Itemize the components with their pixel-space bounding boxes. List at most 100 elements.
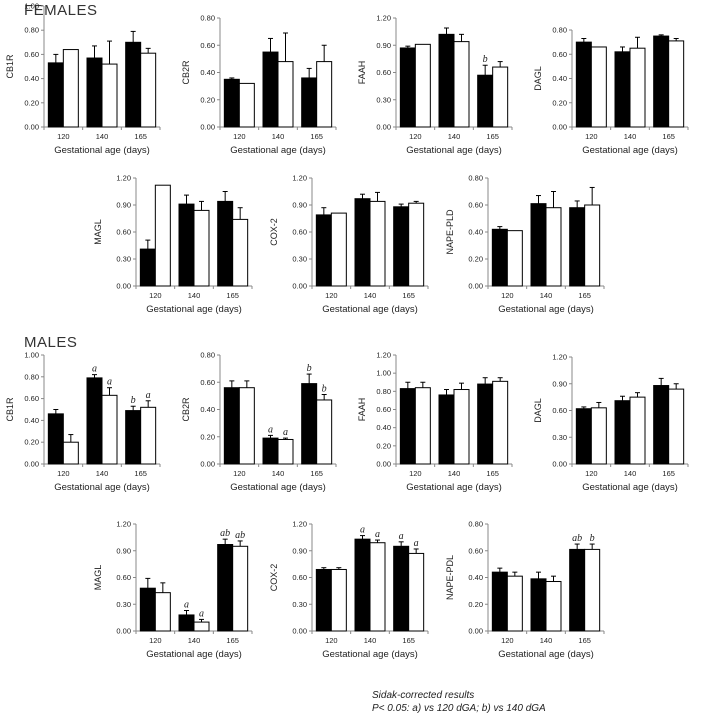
y-axis-label: MAGL	[93, 565, 103, 591]
bar-series-2	[140, 406, 157, 465]
y-tick-label: 0.20	[552, 98, 567, 107]
y-tick-label: 0.30	[376, 95, 391, 104]
significance-label: a	[268, 424, 273, 435]
bar-series-2	[101, 394, 118, 465]
x-tick-label: 120	[585, 469, 598, 478]
bar-series-2	[492, 380, 509, 465]
x-axis-label: Gestational age (days)	[406, 482, 502, 493]
chart-svg: 0.00 0.30 0.60 0.90 1.20 120 140 aa 165 ab ab MAGL G…	[93, 520, 253, 660]
y-tick-label: 0.40	[376, 423, 391, 432]
x-tick-label: 140	[448, 132, 461, 141]
y-tick-label: 0.80	[200, 14, 215, 23]
bar-series-2	[590, 407, 607, 465]
chart-svg: 0.00 0.20 0.40 0.60 0.80 120 140 165 DAGL Gestati…	[533, 26, 689, 156]
bar-series-1	[315, 568, 332, 632]
bar-series-1	[614, 400, 631, 465]
x-tick-label: 165	[310, 132, 323, 141]
x-axis-label: Gestational age (days)	[406, 145, 502, 156]
x-tick-label: 140	[540, 636, 553, 645]
y-tick-label: 0.20	[200, 432, 215, 441]
bar-series-2	[408, 202, 425, 287]
bar-series-2	[408, 552, 425, 632]
y-tick-label: 0.60	[200, 41, 215, 50]
y-axis-label: FAAH	[357, 61, 367, 85]
x-tick-label: 165	[578, 291, 591, 300]
bar-series-1	[139, 248, 156, 287]
x-tick-label: 120	[149, 636, 162, 645]
y-tick-label: 0.00	[24, 123, 39, 132]
y-tick-label: 0.90	[376, 41, 391, 50]
y-tick-label: 1.20	[376, 14, 391, 23]
x-tick-label: 140	[364, 291, 377, 300]
significance-label: ab	[235, 530, 245, 541]
x-tick-label: 120	[325, 636, 338, 645]
significance-label: b	[131, 395, 136, 406]
x-tick-label: 140	[96, 132, 109, 141]
chart-svg: 0.00 0.30 0.60 0.90 1.20 120 140 165 MAGL Gestati…	[93, 174, 253, 315]
x-axis-label: Gestational age (days)	[498, 304, 594, 315]
bar-series-1	[575, 408, 592, 465]
y-axis-label: NAPE-PLD	[445, 209, 455, 255]
x-tick-label: 165	[226, 291, 239, 300]
chart-panel-magl: 0.00 0.30 0.60 0.90 1.20 120 140 165 MAGL Gestati…	[88, 166, 264, 332]
bar-series-1	[262, 437, 279, 465]
bar-series-1	[530, 578, 547, 632]
bar-series-1	[530, 203, 547, 287]
bar-series-2	[506, 575, 523, 632]
chart-panel-cb2r: 0.00 0.20 0.40 0.60 0.80 120 140 165 CB2R Gestati…	[176, 0, 352, 166]
x-tick-label: 165	[486, 132, 499, 141]
y-tick-label: 0.30	[552, 433, 567, 442]
x-axis-label: Gestational age (days)	[230, 482, 326, 493]
y-tick-label: 0.80	[468, 174, 483, 183]
y-axis-label: CB1R	[5, 54, 15, 79]
bar-series-1	[315, 214, 332, 287]
chart-svg: 0.00 0.20 0.40 0.60 0.80 1.00 120 140 165 CB1R Ges…	[5, 2, 161, 156]
y-tick-label: 0.60	[468, 546, 483, 555]
bar-series-2	[492, 66, 509, 128]
y-tick-label: 1.00	[24, 2, 39, 11]
bar-series-1	[491, 228, 508, 287]
bar-series-1	[393, 545, 410, 632]
bar-series-1	[86, 57, 103, 128]
chart-panel-dagl: 0.00 0.20 0.40 0.60 0.80 120 140 165 DAGL Gestati…	[528, 0, 704, 166]
y-axis-label: COX-2	[269, 218, 279, 246]
significance-label: a	[399, 531, 404, 542]
x-axis-label: Gestational age (days)	[322, 304, 418, 315]
significance-label: a	[146, 390, 151, 401]
bar-series-1	[47, 413, 64, 465]
x-tick-label: 140	[188, 291, 201, 300]
bar-series-2	[316, 61, 333, 128]
x-tick-label: 120	[501, 636, 514, 645]
y-tick-label: 1.00	[24, 351, 39, 360]
x-tick-label: 165	[402, 636, 415, 645]
bar-series-1	[178, 203, 195, 287]
x-tick-label: 140	[364, 636, 377, 645]
y-tick-label: 1.20	[116, 174, 131, 183]
significance-label: a	[107, 377, 112, 388]
y-tick-label: 0.40	[468, 228, 483, 237]
x-tick-label: 165	[134, 469, 147, 478]
y-axis-label: NAPE-PDL	[445, 555, 455, 600]
bar-series-2	[154, 592, 171, 632]
y-tick-label: 0.80	[468, 520, 483, 529]
y-tick-label: 0.60	[552, 50, 567, 59]
bar-series-1	[569, 207, 586, 287]
y-tick-label: 0.30	[116, 600, 131, 609]
bar-series-2	[330, 212, 347, 287]
bar-series-1	[217, 544, 234, 632]
bar-series-1	[575, 41, 592, 128]
bar-series-1	[569, 548, 586, 632]
bar-series-1	[399, 47, 416, 128]
x-axis-label: Gestational age (days)	[582, 482, 678, 493]
y-tick-label: 0.60	[116, 573, 131, 582]
y-tick-label: 0.40	[24, 74, 39, 83]
bar-series-1	[438, 394, 455, 465]
x-axis-label: Gestational age (days)	[146, 304, 242, 315]
x-tick-label: 140	[272, 132, 285, 141]
bar-series-2	[232, 218, 249, 287]
y-tick-label: 0.60	[292, 228, 307, 237]
x-tick-label: 165	[486, 469, 499, 478]
x-tick-label: 120	[233, 469, 246, 478]
